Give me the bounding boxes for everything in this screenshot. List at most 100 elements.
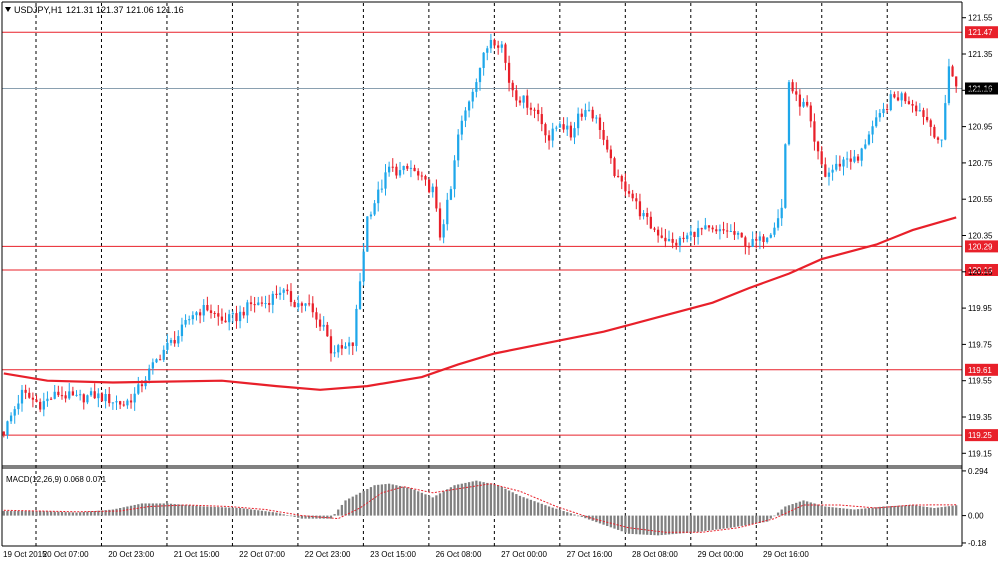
candlestick [42, 392, 45, 417]
candle-body [758, 236, 762, 241]
horizontal-level-tag-label: 119.61 [968, 366, 992, 375]
candlestick [133, 387, 136, 411]
candle-body [173, 339, 176, 344]
macd-histogram-bar [678, 515, 682, 534]
candlestick [151, 358, 154, 375]
macd-histogram-bar [595, 515, 598, 523]
candle-body [540, 114, 543, 125]
candlestick [580, 108, 583, 121]
macd-histogram-bar [835, 507, 838, 516]
candle-body [122, 404, 125, 406]
candlestick [409, 160, 413, 178]
macd-histogram-bar [780, 509, 783, 516]
candlestick [93, 383, 96, 400]
x-axis-tick-label: 27 Oct 00:00 [501, 550, 547, 559]
candle-body [791, 82, 794, 92]
candle-body [522, 95, 525, 103]
candlestick [169, 337, 173, 346]
candlestick [871, 120, 874, 144]
macd-histogram-bar [729, 515, 732, 528]
candlestick [787, 80, 791, 146]
candle-body [71, 391, 75, 396]
candle-body [42, 401, 45, 410]
x-axis-tick-label: 29 Oct 16:00 [763, 550, 809, 559]
candle-body [635, 198, 638, 202]
candle-body [656, 229, 660, 236]
macd-histogram-bar [482, 482, 485, 516]
macd-histogram-bar [646, 515, 649, 535]
macd-histogram-bar [46, 511, 49, 516]
candle-body [551, 128, 554, 141]
candlestick [129, 393, 133, 409]
macd-histogram-bar [827, 506, 831, 516]
candle-body [198, 312, 202, 316]
candle-body [573, 128, 576, 138]
macd-histogram-bar [940, 507, 943, 516]
candle-body [929, 120, 932, 127]
candlestick [420, 171, 423, 181]
triangle-down-icon[interactable] [5, 7, 11, 12]
candle-body [413, 167, 416, 172]
candle-body [224, 320, 227, 323]
candlestick [515, 85, 518, 107]
macd-histogram-bar [613, 515, 616, 529]
candlestick [206, 296, 209, 312]
candle-body [838, 163, 841, 167]
candle-body [217, 313, 220, 317]
candlestick [351, 342, 354, 356]
macd-histogram-bar [297, 515, 300, 518]
macd-histogram-bar [489, 483, 493, 516]
macd-histogram-bar [704, 515, 707, 531]
candle-body [537, 109, 540, 115]
y-axis-tick-label: 121.35 [968, 50, 993, 59]
candle-body [718, 229, 722, 232]
candlestick [209, 304, 213, 319]
macd-histogram-bar [893, 505, 896, 516]
macd-histogram-bar [846, 508, 849, 516]
macd-histogram-bar [71, 512, 75, 516]
candle-body [17, 403, 20, 410]
horizontal-level-tag [965, 363, 998, 376]
candlestick [173, 331, 176, 347]
candle-body [82, 394, 85, 403]
macd-histogram-bar [631, 515, 634, 535]
candle-body [787, 82, 791, 145]
macd-histogram-bar [126, 506, 129, 516]
macd-histogram-bar [304, 515, 307, 519]
candle-body [75, 394, 78, 396]
candlestick [395, 163, 398, 179]
candle-body [409, 167, 413, 169]
candle-body [460, 120, 463, 135]
macd-histogram-bar [776, 512, 780, 516]
candle-body [722, 229, 725, 231]
candlestick [387, 161, 391, 177]
macd-histogram-bar [253, 509, 256, 516]
candle-body [620, 175, 623, 182]
candlestick [220, 308, 224, 324]
candle-body [406, 165, 409, 169]
macd-histogram-bar [246, 508, 249, 516]
candlestick [300, 301, 304, 313]
y-axis-tick-label: 120.35 [968, 232, 993, 241]
candlestick [464, 107, 467, 128]
candlestick [257, 296, 260, 306]
candle-body [275, 293, 278, 295]
candle-body [53, 391, 56, 399]
candle-body [678, 237, 682, 246]
candlestick [20, 384, 24, 412]
macd-histogram-bar [420, 492, 423, 516]
candle-body [544, 124, 547, 136]
candlestick [286, 284, 289, 295]
macd-histogram-bar [598, 515, 602, 524]
macd-histogram-bar [278, 513, 282, 516]
macd-histogram-bar [664, 515, 667, 535]
candle-body [595, 117, 598, 119]
macd-histogram-bar [380, 484, 383, 516]
macd-histogram-bar [667, 515, 671, 535]
candle-body [220, 316, 224, 321]
candlestick [231, 310, 234, 323]
candle-body [169, 339, 173, 343]
candlestick [249, 295, 253, 312]
candlestick [867, 131, 871, 146]
candle-body [453, 160, 456, 190]
